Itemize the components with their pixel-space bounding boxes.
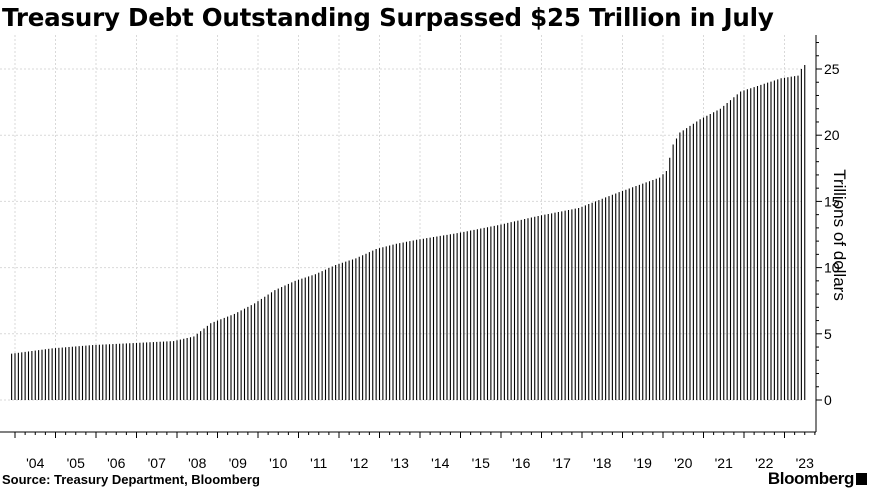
source-note: Source: Treasury Department, Bloomberg [2, 472, 260, 487]
x-tick-label: '04 [26, 455, 44, 471]
x-tick-label: '14 [431, 455, 449, 471]
axes: 0 5 10 15 20 25 '04 '05 '06 '07 '08 '09 '10 '11 '12 '13… [0, 35, 840, 471]
x-tick-label: '15 [472, 455, 490, 471]
y-tick-label: 0 [824, 392, 832, 408]
logo-mark-icon [856, 473, 867, 485]
y-tick-label: 25 [824, 61, 840, 77]
x-tick-label: '10 [269, 455, 287, 471]
y-axis-title: Trillions of dollars [830, 169, 849, 301]
chart-title: Treasury Debt Outstanding Surpassed $25 … [2, 3, 774, 32]
x-tick-label: '17 [553, 455, 571, 471]
bloomberg-logo: Bloomberg [768, 469, 867, 489]
x-tick-label: '08 [188, 455, 206, 471]
x-tick-label: '11 [310, 455, 327, 471]
x-tick-label: '07 [148, 455, 166, 471]
x-tick-label: '12 [350, 455, 368, 471]
x-tick-label: '09 [229, 455, 247, 471]
logo-text: Bloomberg [767, 469, 855, 488]
y-tick-label: 15 [824, 193, 840, 209]
grid [0, 35, 803, 401]
x-tick-label: '19 [634, 455, 652, 471]
y-tick-label: 10 [824, 260, 840, 276]
x-tick-label: '16 [512, 455, 530, 471]
x-tick-label: '23 [796, 455, 814, 471]
x-tick-label: '05 [67, 455, 85, 471]
x-tick-label: '21 [715, 455, 733, 471]
x-tick-label: '22 [755, 455, 773, 471]
bars [11, 65, 806, 400]
x-tick-label: '18 [593, 455, 611, 471]
y-tick-label: 20 [824, 127, 840, 143]
y-tick-label: 5 [824, 326, 832, 342]
x-tick-label: '06 [107, 455, 125, 471]
x-tick-label: '20 [674, 455, 692, 471]
x-tick-label: '13 [391, 455, 409, 471]
